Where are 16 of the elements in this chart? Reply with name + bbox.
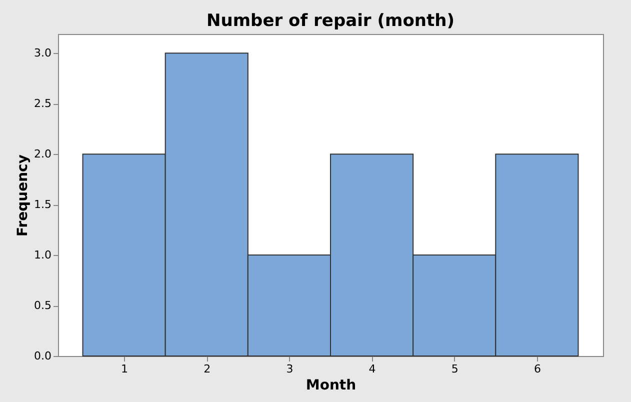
y-axis-title: Frequency	[15, 154, 32, 236]
y-tick-label: 0.0	[34, 350, 52, 362]
x-axis-title: Month	[306, 378, 356, 394]
y-tick-label: 3.0	[34, 46, 52, 60]
x-tick-label: 5	[451, 362, 458, 376]
y-tick-label: 2.5	[34, 97, 52, 110]
x-tick-label: 4	[368, 362, 376, 376]
x-tick-label: 1	[121, 362, 128, 376]
x-tick-label: 2	[204, 362, 211, 376]
y-tick-label: 1.5	[34, 198, 52, 212]
x-tick-label: 6	[534, 362, 541, 376]
chart-title: Number of repair (month)	[206, 11, 454, 31]
y-tick-label: 2.0	[34, 148, 52, 161]
y-tick-label: 1.0	[34, 248, 52, 262]
y-tick-label: 0.5	[34, 299, 52, 312]
x-tick-label: 3	[286, 362, 294, 376]
